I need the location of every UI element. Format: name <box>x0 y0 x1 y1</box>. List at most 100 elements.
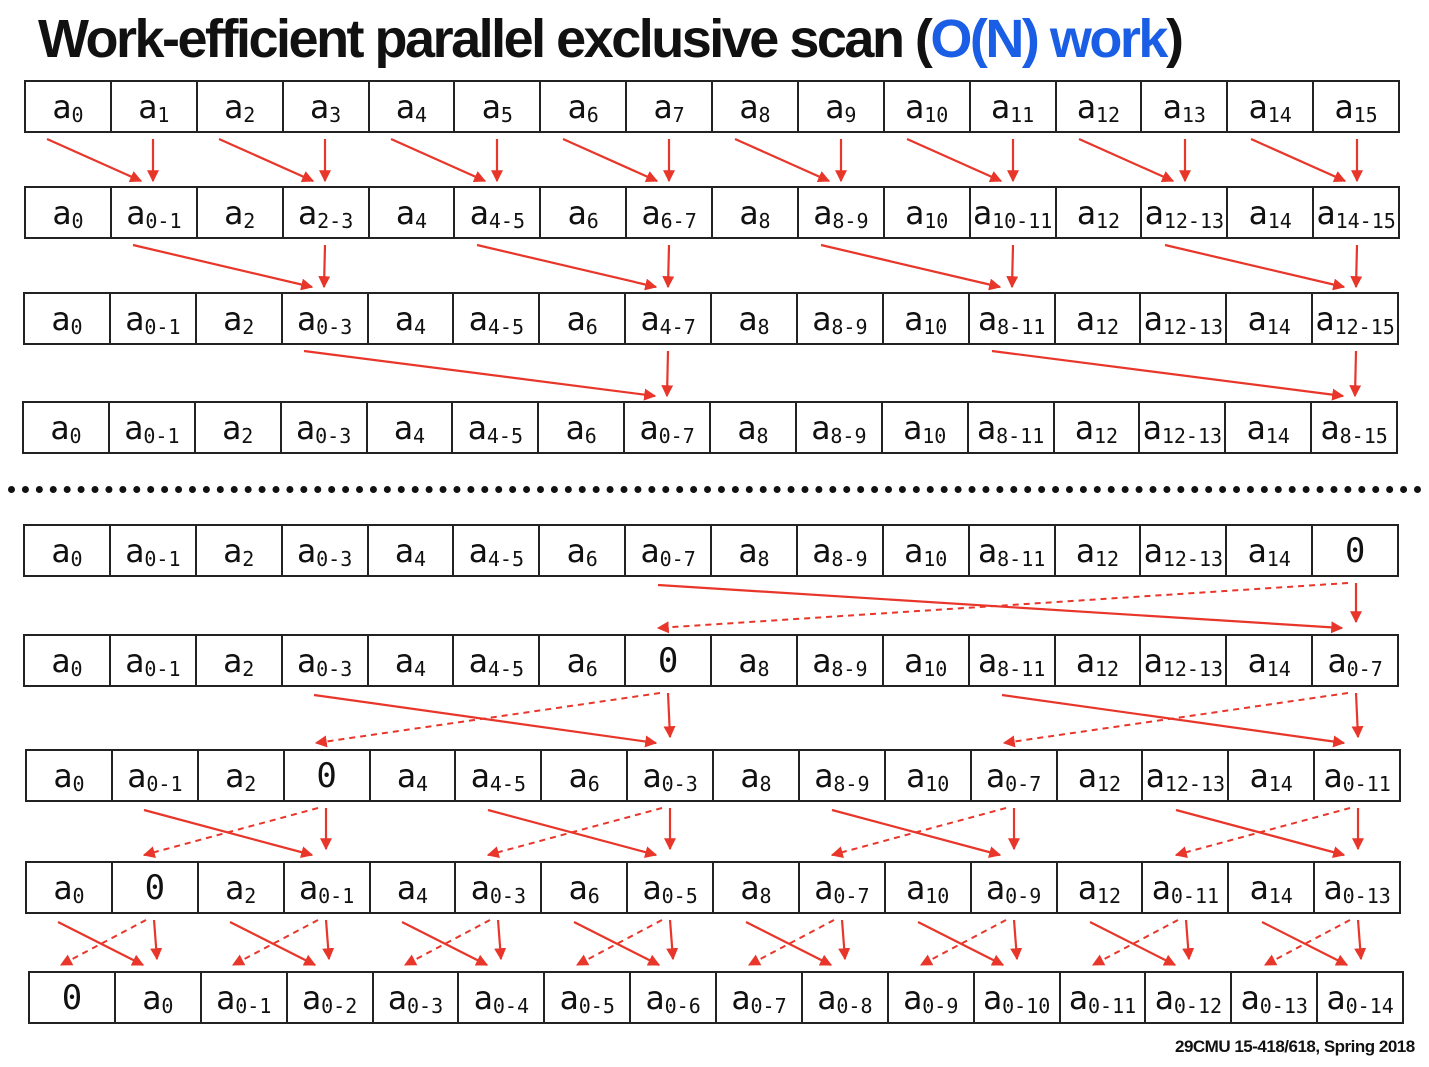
carry-arrow <box>1349 350 1362 398</box>
upsweep-row-4: a 0 a 0-1 a 2 a 0-3 a 4 a 4-5 a 6 a 0-7 a 8 a 8-9 a 10 a 8-11 a 1… <box>22 401 1398 454</box>
cell-subscript: 12 <box>1095 546 1120 571</box>
array-cell: a 8-11 <box>970 294 1056 343</box>
cell-base: a <box>297 193 318 232</box>
cell-base: a <box>1246 408 1266 447</box>
cell-subscript: 14 <box>1266 656 1291 681</box>
cell-base: a <box>50 408 70 447</box>
cell-base: a <box>982 978 1003 1017</box>
cell-base: a <box>225 756 245 795</box>
array-cell: a 12 <box>1058 863 1144 912</box>
cell-subscript: 0 <box>72 771 85 796</box>
carry-arrow <box>1010 919 1023 961</box>
cell-subscript: 10 <box>925 883 950 908</box>
cell-base: a <box>1315 299 1335 338</box>
cell-subscript: 11 <box>1010 102 1035 127</box>
cell-base: 0 <box>316 755 337 796</box>
cell-subscript: 8 <box>758 102 771 127</box>
cell-subscript: 4 <box>416 883 429 908</box>
cell-subscript: 0-1 <box>146 771 183 796</box>
cell-base: a <box>224 193 244 232</box>
array-cell: a 0-7 <box>1313 636 1399 685</box>
cell-base: a <box>738 641 758 680</box>
array-cell: a 0-3 <box>283 636 369 685</box>
cell-base: a <box>642 756 662 795</box>
swap-arrow <box>1002 692 1349 748</box>
cell-base: a <box>1247 531 1267 570</box>
array-cell: a 0-4 <box>459 973 546 1022</box>
cell-subscript: 8-11 <box>997 656 1046 681</box>
cell-base: a <box>739 87 759 126</box>
cell-subscript: 0-11 <box>1342 771 1391 796</box>
cell-base: a <box>813 193 833 232</box>
upsweep-row-1: a 0 a 1 a 2 a 3 a 4 a 5 a 6 a 7 a 8 a 9 a 10 a 11 a 12 a 13 a 14 a 15 <box>24 80 1400 133</box>
swap-arrow <box>656 582 1349 634</box>
sum-arrow <box>1089 921 1177 966</box>
array-cell: a 0-7 <box>626 526 712 575</box>
cell-base: a <box>224 87 244 126</box>
cell-base: 0 <box>1344 530 1366 571</box>
swap-arrow <box>575 919 663 966</box>
cell-base: a <box>125 531 145 570</box>
array-cell: a 8-9 <box>797 403 883 452</box>
array-cell: a 0-5 <box>628 863 714 912</box>
array-cell: a 14-15 <box>1314 188 1400 237</box>
cell-base: a <box>817 978 837 1017</box>
cell-subscript: 14 <box>1268 883 1293 908</box>
cell-subscript: 0-1 <box>145 208 182 233</box>
downsweep-row-3: a 0 a 0-1 a 2 0 a 4 a 4-5 a 6 a 0-3 a 8 a 8-9 a 10 a 0-7 a 12 a 12… <box>25 749 1401 802</box>
cell-base: a <box>1162 87 1182 126</box>
cell-subscript: 14 <box>1268 771 1293 796</box>
cell-subscript: 0-6 <box>664 993 701 1018</box>
array-cell: a 12-13 <box>1143 751 1230 800</box>
array-cell: a 14 <box>1228 188 1315 237</box>
cell-subscript: 0-12 <box>1173 993 1223 1018</box>
cell-subscript: 4-7 <box>659 314 696 339</box>
cell-subscript: 12 <box>1097 771 1122 796</box>
array-cell: a 10 <box>886 863 972 912</box>
cell-base: a <box>468 531 488 570</box>
cell-subscript: 0-11 <box>1087 993 1137 1018</box>
cell-subscript: 6 <box>584 423 597 448</box>
cell-base: a <box>1074 408 1095 447</box>
cell-subscript: 13 <box>1181 102 1206 127</box>
swap-arrow <box>747 919 835 966</box>
array-cell: a 12 <box>1056 636 1142 685</box>
cell-subscript: 6 <box>585 656 598 681</box>
cell-subscript: 0-1 <box>144 656 181 681</box>
carry-arrow <box>150 919 163 961</box>
cell-subscript: 8-11 <box>997 546 1046 571</box>
array-cell: 0 <box>285 751 371 800</box>
upsweep-row-2: a 0 a 0-1 a 2 a 2-3 a 4 a 4-5 a 6 a 6-7 a 8 a 8-9 a 10 a 10-11 a… <box>24 186 1400 239</box>
cell-base: a <box>223 641 243 680</box>
cell-subscript: 0-1 <box>235 993 272 1018</box>
array-cell: a 0-3 <box>628 751 714 800</box>
cell-subscript: 4-5 <box>488 208 525 233</box>
array-cell: a 0-11 <box>1061 973 1147 1022</box>
cell-subscript: 0 <box>70 656 83 681</box>
cell-base: a <box>990 87 1011 126</box>
carry-arrow <box>322 919 335 961</box>
cell-subscript: 0-7 <box>658 423 695 448</box>
cell-base: a <box>641 193 661 232</box>
swap-arrow <box>1263 919 1351 966</box>
swap-arrow <box>1174 807 1351 858</box>
cell-subscript: 8-9 <box>831 656 868 681</box>
downsweep-row-5: 0 a 0 a 0-1 a 0-2 a 0-3 a 0-4 a 0-5 a 0-6 a 0-7 a 0-8 a 0-9 a… <box>28 971 1404 1024</box>
cell-base: a <box>481 87 501 126</box>
cell-base: a <box>1143 299 1163 338</box>
cell-base: a <box>296 299 317 338</box>
cell-subscript: 8-9 <box>831 314 868 339</box>
cell-base: a <box>396 756 417 795</box>
